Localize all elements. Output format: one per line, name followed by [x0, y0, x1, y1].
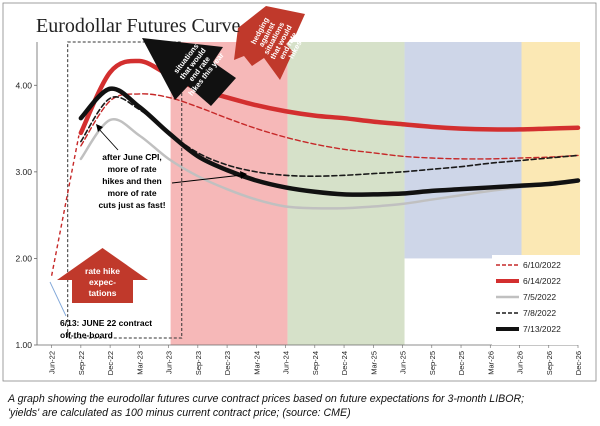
x-tick-label: Jun-22 — [48, 351, 57, 374]
after-june-cpi-note: after June CPI, more of rate hikes and the… — [98, 152, 165, 210]
x-tick-label: Dec-22 — [106, 351, 115, 375]
legend-label: 7/13/2022 — [523, 324, 561, 334]
x-tick-label: Dec-23 — [223, 351, 232, 375]
series-line-6-10-2022 — [80, 93, 579, 160]
x-tick-label: Jun-25 — [399, 351, 408, 374]
june-contract-note: 6/13: JUNE 22 contract off-the-board — [60, 318, 152, 340]
situations-arrow — [142, 38, 236, 106]
x-tick-label: Jun-24 — [282, 351, 291, 374]
cpi-pointer-line-2 — [171, 174, 243, 184]
shaded-region — [404, 42, 522, 259]
june-contract-pointer-line — [49, 281, 67, 317]
x-tick-label: Sep-26 — [545, 351, 554, 375]
chart-title: Eurodollar Futures Curve — [36, 15, 241, 37]
legend-label: 7/5/2022 — [523, 292, 556, 302]
figure-caption: A graph showing the eurodollar futures c… — [8, 392, 594, 420]
cpi-pointer-head-2 — [240, 171, 247, 179]
rate-hike-arrow-label: rate hike expec-tations — [85, 266, 120, 298]
x-tick-label: Sep-22 — [77, 351, 86, 375]
series-line-7-13-2022 — [78, 86, 581, 197]
y-tick-label: 1.00 — [15, 340, 32, 350]
y-tick-label: 4.00 — [15, 80, 32, 90]
x-tick-label: Sep-25 — [428, 351, 437, 375]
legend-label: 6/14/2022 — [523, 276, 561, 286]
cpi-pointer-line-1 — [97, 127, 119, 151]
legend-label: 7/8/2022 — [523, 308, 556, 318]
x-tick-label: Mar-23 — [135, 351, 144, 375]
hedging-arrow — [234, 6, 305, 80]
x-tick-label: Sep-23 — [194, 351, 203, 375]
june-contract-jump-line — [50, 135, 80, 276]
plot-frame — [2, 2, 597, 382]
caption-line-2: 'yields' are calculated as 100 minus cur… — [8, 407, 351, 419]
x-tick-label: Jun-23 — [165, 351, 174, 374]
shaded-region — [170, 42, 288, 345]
cpi-pointer-head-1 — [96, 124, 103, 132]
x-tick-label: Mar-25 — [369, 351, 378, 375]
x-tick-label: Dec-25 — [457, 351, 466, 375]
x-tick-label: Sep-24 — [311, 351, 320, 375]
legend-label: 6/10/2022 — [523, 260, 561, 270]
series-line-7-5-2022 — [79, 117, 580, 210]
x-tick-label: Mar-26 — [486, 351, 495, 375]
x-tick-label: Jun-26 — [516, 351, 525, 374]
caption-line-1: A graph showing the eurodollar futures c… — [8, 393, 525, 405]
x-tick-label: Dec-24 — [340, 351, 349, 375]
y-tick-label: 2.00 — [15, 253, 32, 263]
x-tick-label: Dec-26 — [574, 351, 583, 375]
x-tick-label: Mar-24 — [252, 351, 261, 375]
shaded-region — [521, 42, 580, 259]
y-tick-label: 3.00 — [15, 167, 32, 177]
rate-hike-arrow — [57, 248, 148, 303]
